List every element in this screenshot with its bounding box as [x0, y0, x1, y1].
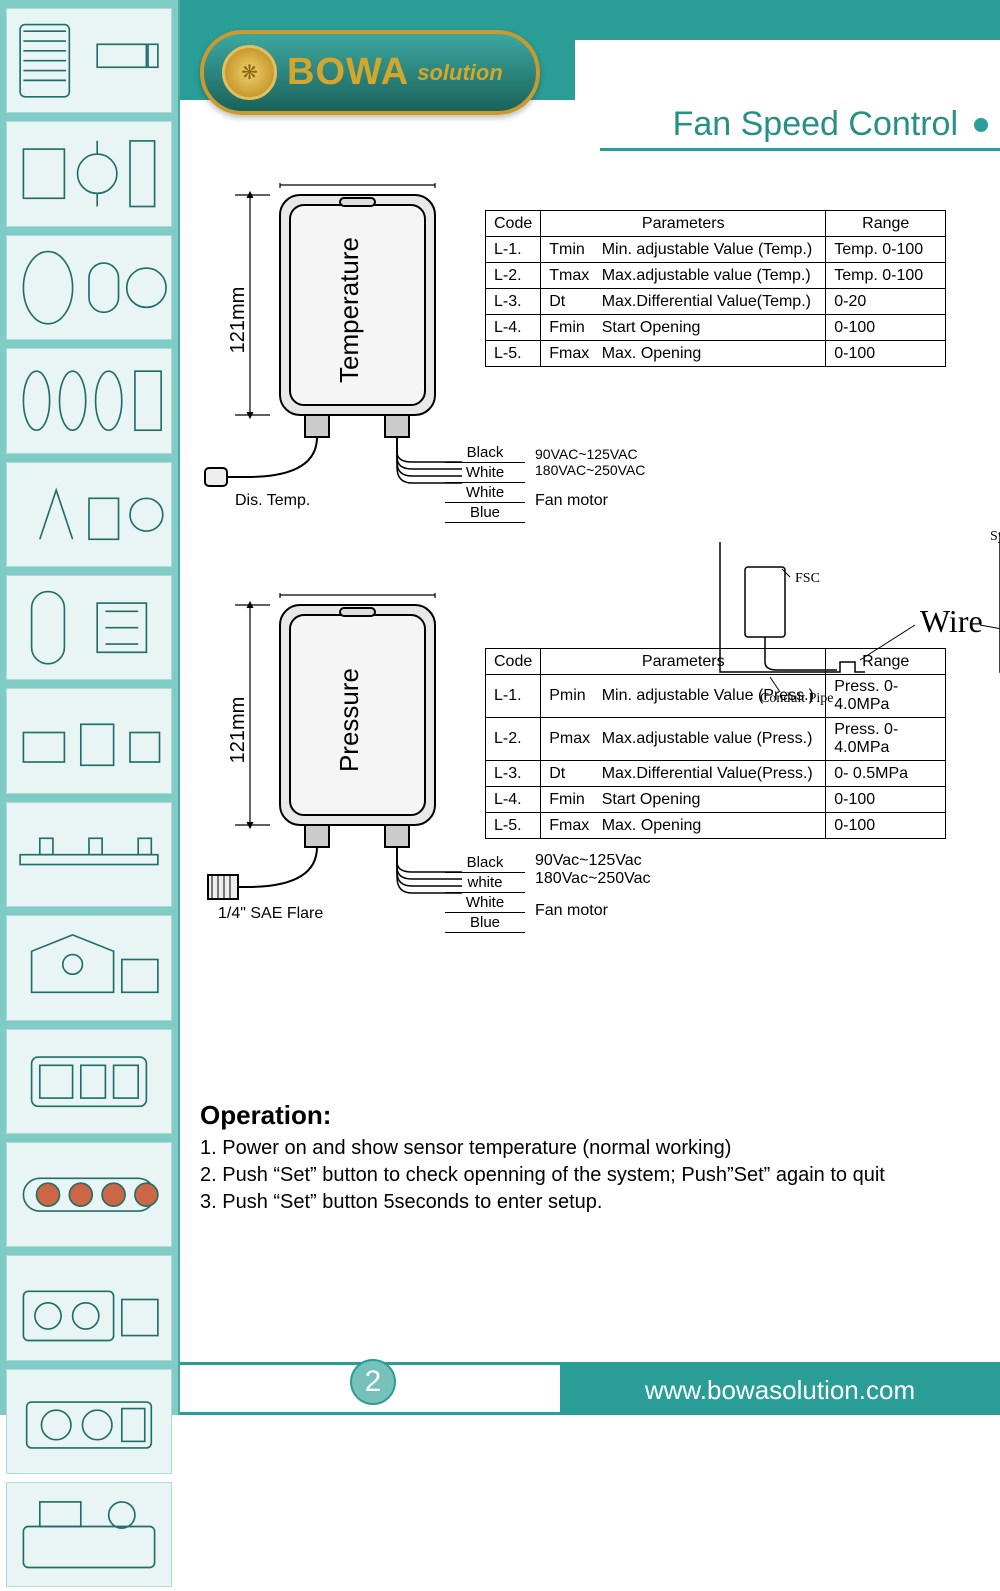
pressure-device-diagram: 121mm Pressure 1/4" SAE Flare Black whit…	[200, 590, 990, 930]
table-row: L-4.Fmin Start Opening0-100	[486, 315, 946, 341]
svg-text:121mm: 121mm	[227, 287, 249, 354]
brand-sub: solution	[417, 60, 503, 86]
sidebar-thumb	[6, 575, 172, 680]
sidebar-thumb	[6, 235, 172, 340]
th-range: Range	[826, 211, 946, 237]
wire-label: White	[445, 483, 525, 503]
product-sidebar	[0, 0, 180, 1415]
svg-text:1/4" SAE Flare: 1/4" SAE Flare	[218, 905, 323, 920]
sidebar-thumb	[6, 1482, 172, 1587]
power-label: 180Vac~250Vac	[535, 870, 651, 888]
wire-color-labels: Black white White Blue	[445, 853, 525, 933]
sidebar-thumb	[6, 348, 172, 453]
table-row: L-3.Dt Max.Differential Value(Temp.)0-20	[486, 289, 946, 315]
power-label: 180VAC~250VAC	[535, 462, 645, 478]
sidebar-thumb	[6, 8, 172, 113]
table-row: L-2.Pmax Max.adjustable value (Press.)Pr…	[486, 718, 946, 761]
wire-label: Blue	[445, 913, 525, 933]
brand-logo: ❋ BOWA solution	[200, 30, 540, 115]
th-range: Range	[826, 649, 946, 675]
power-label: 90VAC~125VAC	[535, 446, 645, 462]
svg-text:Temperature: Temperature	[334, 237, 364, 383]
wire-label: White	[445, 463, 525, 483]
svg-text:System Unit Housing: System Unit Housing	[990, 529, 1000, 544]
sidebar-thumb	[6, 802, 172, 907]
wire-label: Blue	[445, 503, 525, 523]
sidebar-thumb	[6, 1142, 172, 1247]
svg-text:FSC: FSC	[795, 571, 820, 586]
wire-label: Black	[445, 443, 525, 463]
wire-label: Black	[445, 853, 525, 873]
motor-label: Fan motor	[535, 902, 651, 920]
table-row: L-1.Pmin Min. adjustable Value (Press.)P…	[486, 675, 946, 718]
sidebar-thumb	[6, 1369, 172, 1474]
th-params: Parameters	[541, 649, 826, 675]
table-row: L-3.Dt Max.Differential Value(Press.)0- …	[486, 761, 946, 787]
table-row: L-1.Tmin Min. adjustable Value (Temp.)Te…	[486, 237, 946, 263]
svg-text:Dis. Temp.: Dis. Temp.	[235, 492, 310, 509]
title-dot-icon	[974, 118, 988, 132]
wire-color-labels: Black White White Blue	[445, 443, 525, 523]
table-row: L-2.Tmax Max.adjustable value (Temp.)Tem…	[486, 263, 946, 289]
wire-label: white	[445, 873, 525, 893]
sidebar-thumb	[6, 915, 172, 1020]
motor-label: Fan motor	[535, 492, 645, 510]
temperature-parameters-table: Code Parameters Range L-1.Tmin Min. adju…	[485, 210, 946, 367]
table-row: L-4.Fmin Start Opening0-100	[486, 787, 946, 813]
device-svg-temp: 121mm Temperature Dis. Temp.	[200, 180, 470, 510]
svg-text:Pressure: Pressure	[334, 668, 364, 772]
footer-url: www.bowasolution.com	[560, 1365, 1000, 1415]
table-row: L-5.Fmax Max. Opening0-100	[486, 341, 946, 367]
wire-power-labels: 90VAC~125VAC 180VAC~250VAC Fan motor	[535, 446, 645, 510]
sidebar-thumb	[6, 1029, 172, 1134]
device-svg-press: 121mm Pressure 1/4" SAE Flare	[200, 590, 470, 920]
main-content: 121mm Temperature Dis. Temp. Black White…	[200, 180, 990, 930]
svg-text:121mm: 121mm	[227, 697, 249, 764]
operation-step: 2. Push “Set” button to check openning o…	[200, 1162, 980, 1189]
sidebar-thumb	[6, 688, 172, 793]
temperature-device-diagram: 121mm Temperature Dis. Temp. Black White…	[200, 180, 990, 520]
brand-name: BOWA	[287, 51, 409, 94]
sidebar-thumb	[6, 462, 172, 567]
page-title-wrap: Fan Speed Control	[673, 105, 1000, 144]
wire-label: White	[445, 893, 525, 913]
page-title: Fan Speed Control	[673, 105, 968, 144]
power-label: 90Vac~125Vac	[535, 852, 651, 870]
th-params: Parameters	[541, 211, 826, 237]
wire-power-labels: 90Vac~125Vac 180Vac~250Vac Fan motor	[535, 852, 651, 920]
title-underline	[600, 148, 1000, 151]
operation-title: Operation:	[200, 1100, 980, 1131]
operation-section: Operation: 1. Power on and show sensor t…	[200, 1100, 980, 1216]
operation-step: 3. Push “Set” button 5seconds to enter s…	[200, 1189, 980, 1216]
table-row: L-5.Fmax Max. Opening0-100	[486, 813, 946, 839]
operation-step: 1. Power on and show sensor temperature …	[200, 1135, 980, 1162]
page-number: 2	[350, 1359, 396, 1405]
pressure-parameters-table: Code Parameters Range L-1.Pmin Min. adju…	[485, 648, 946, 839]
sidebar-thumb	[6, 121, 172, 226]
th-code: Code	[486, 649, 541, 675]
seal-icon: ❋	[222, 45, 277, 100]
sidebar-thumb	[6, 1255, 172, 1360]
th-code: Code	[486, 211, 541, 237]
